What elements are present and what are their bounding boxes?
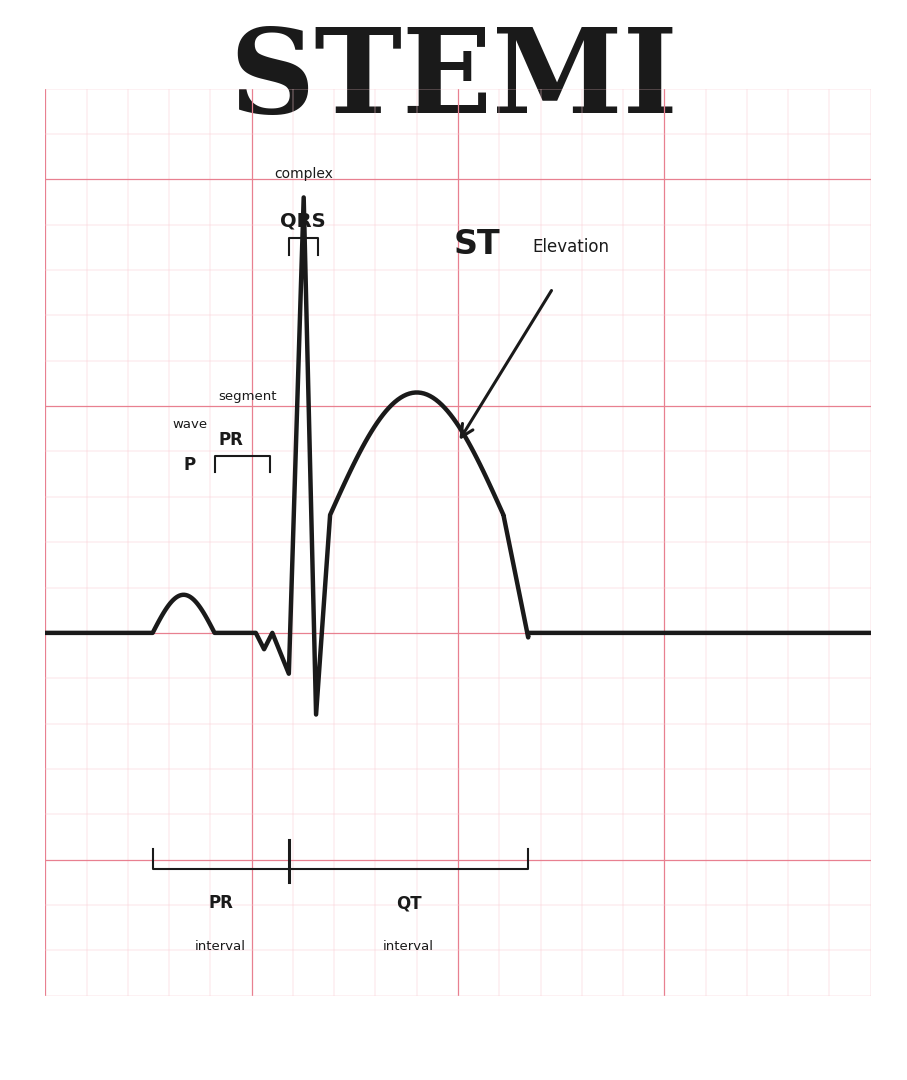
Text: complex: complex — [274, 167, 333, 181]
Text: wave: wave — [172, 418, 208, 431]
Text: VectorStock.com/18615342: VectorStock.com/18615342 — [659, 1040, 889, 1057]
Text: P: P — [184, 456, 196, 474]
Text: PR: PR — [219, 431, 244, 448]
Text: VectorStock®: VectorStock® — [18, 1040, 133, 1057]
Text: segment: segment — [219, 390, 278, 403]
Text: STEMI: STEMI — [229, 23, 678, 137]
Text: Elevation: Elevation — [532, 239, 610, 256]
Text: interval: interval — [195, 940, 246, 953]
Text: QT: QT — [395, 894, 422, 913]
Text: QRS: QRS — [280, 212, 327, 231]
Text: ST: ST — [454, 228, 501, 261]
Text: interval: interval — [383, 940, 434, 953]
Text: PR: PR — [209, 894, 233, 913]
